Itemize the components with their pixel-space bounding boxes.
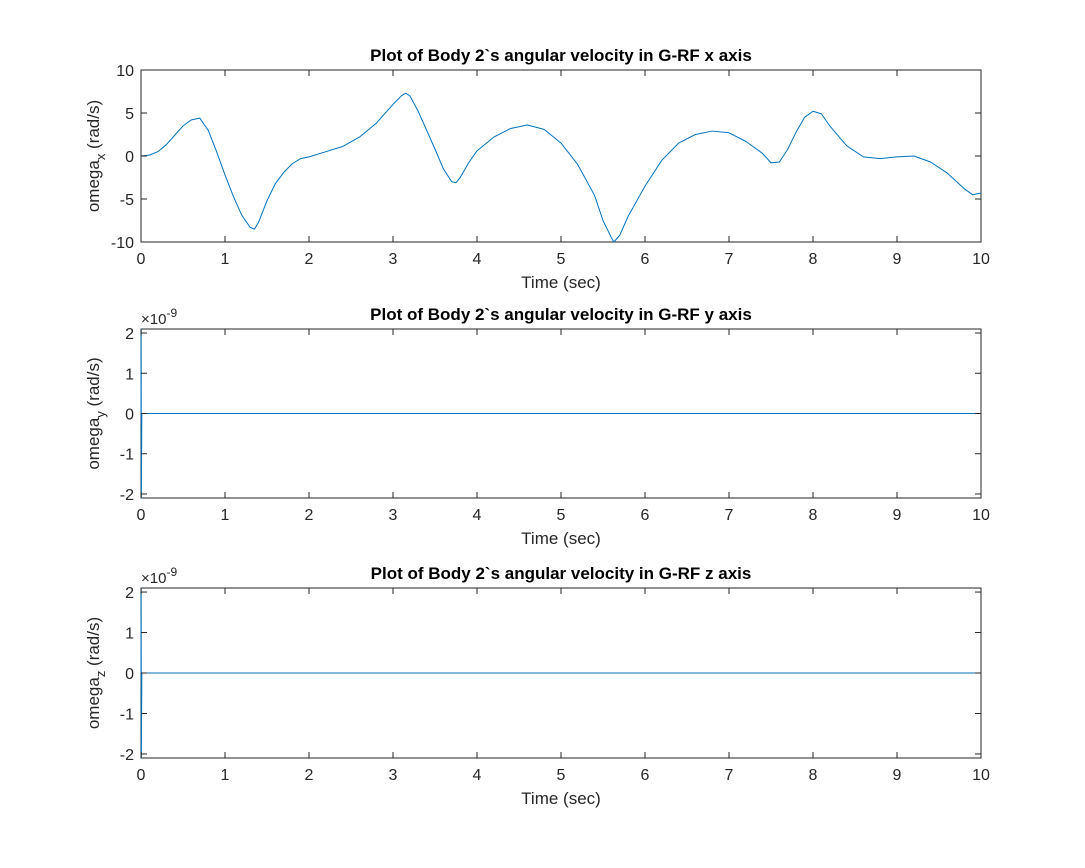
- x-tick-label: 3: [389, 767, 398, 784]
- y-tick-label: 0: [125, 407, 134, 424]
- x-tick-label: 7: [725, 251, 734, 268]
- y-tick-label: -5: [120, 192, 134, 209]
- x-tick-label: 0: [137, 767, 146, 784]
- x-tick-label: 5: [557, 507, 566, 524]
- y-axis-label-subscript: y: [93, 411, 108, 418]
- y-tick-label: 0: [125, 149, 134, 166]
- x-tick-label: 8: [809, 251, 818, 268]
- y-axis-label-subscript: x: [93, 153, 108, 160]
- x-tick-label: 0: [137, 507, 146, 524]
- x-tick-label: 2: [305, 507, 314, 524]
- x-tick-label: 6: [641, 507, 650, 524]
- x-tick-label: 4: [473, 507, 482, 524]
- y-tick-label: 2: [125, 326, 134, 343]
- chart-title: Plot of Body 2`s angular velocity in G-R…: [370, 305, 752, 324]
- exponent-label: ×10-9: [141, 565, 177, 587]
- subplot-3: 0 1 2 3 4 5 6 7 8 9 10 -2 -1 0 1 2 Plot of Body 2`s angu…: [84, 564, 990, 808]
- y-tick-label: 10: [116, 63, 134, 80]
- x-tick-label: 3: [389, 507, 398, 524]
- exponent-base: ×10: [141, 311, 166, 328]
- y-axis-label: omegax (rad/s): [84, 100, 108, 212]
- x-axis-label: Time (sec): [521, 789, 601, 808]
- y-axis-label: omegay (rad/s): [84, 357, 108, 469]
- y-axis-label-main: omega: [84, 677, 103, 730]
- y-axis-label-unit: (rad/s): [84, 100, 103, 154]
- y-tick-label: -2: [120, 747, 134, 764]
- y-tick-label: 0: [125, 666, 134, 683]
- x-tick-label: 1: [221, 507, 230, 524]
- chart-title: Plot of Body 2`s angular velocity in G-R…: [370, 46, 752, 65]
- x-tick-label: 9: [893, 767, 902, 784]
- axes-box: [140, 69, 982, 243]
- x-tick-label: 1: [221, 251, 230, 268]
- exponent-power: -9: [166, 306, 177, 320]
- x-tick-label: 2: [305, 251, 314, 268]
- x-tick-label: 4: [473, 767, 482, 784]
- y-tick-label: -1: [120, 447, 134, 464]
- x-tick-label: 10: [972, 767, 990, 784]
- y-axis-label-unit: (rad/s): [84, 357, 103, 411]
- x-tick-label: 10: [972, 507, 990, 524]
- exponent-label: ×10-9: [141, 306, 177, 328]
- y-tick-label: 1: [125, 366, 134, 383]
- x-axis-label: Time (sec): [521, 273, 601, 292]
- y-tick-label: -10: [111, 235, 134, 252]
- x-tick-label: 2: [305, 767, 314, 784]
- y-axis-label-unit: (rad/s): [84, 617, 103, 671]
- x-tick-label: 10: [972, 251, 990, 268]
- y-tick-label: 5: [125, 106, 134, 123]
- series-line: [140, 92, 982, 243]
- subplot-1: 0 1 2 3 4 5 6 7 8 9 10 -10 -5 0 5 10 Plot of Body 2`s an…: [84, 46, 990, 292]
- y-tick-label: 1: [125, 626, 134, 643]
- x-tick-label: 8: [809, 507, 818, 524]
- x-tick-label: 5: [557, 251, 566, 268]
- x-tick-label: 8: [809, 767, 818, 784]
- y-axis-label-main: omega: [84, 160, 103, 213]
- x-tick-label: 6: [641, 767, 650, 784]
- x-tick-label: 7: [725, 767, 734, 784]
- exponent-power: -9: [166, 565, 177, 579]
- y-axis-label-subscript: z: [93, 671, 108, 678]
- x-tick-label: 3: [389, 251, 398, 268]
- y-tick-label: 2: [125, 585, 134, 602]
- x-axis-label: Time (sec): [521, 529, 601, 548]
- y-tick-label: -2: [120, 487, 134, 504]
- chart-title: Plot of Body 2`s angular velocity in G-R…: [371, 564, 752, 583]
- x-tick-label: 1: [221, 767, 230, 784]
- exponent-base: ×10: [141, 570, 166, 587]
- y-axis-label-main: omega: [84, 417, 103, 470]
- y-tick-label: -1: [120, 706, 134, 723]
- x-tick-label: 6: [641, 251, 650, 268]
- subplot-2: 0 1 2 3 4 5 6 7 8 9 10 -2 -1 0 1 2 Plot of Body 2`s angu…: [84, 305, 990, 548]
- x-tick-label: 5: [557, 767, 566, 784]
- y-axis-label: omegaz (rad/s): [84, 617, 108, 729]
- x-tick-label: 7: [725, 507, 734, 524]
- x-tick-label: 0: [137, 251, 146, 268]
- x-tick-label: 4: [473, 251, 482, 268]
- x-tick-label: 9: [893, 507, 902, 524]
- x-tick-label: 9: [893, 251, 902, 268]
